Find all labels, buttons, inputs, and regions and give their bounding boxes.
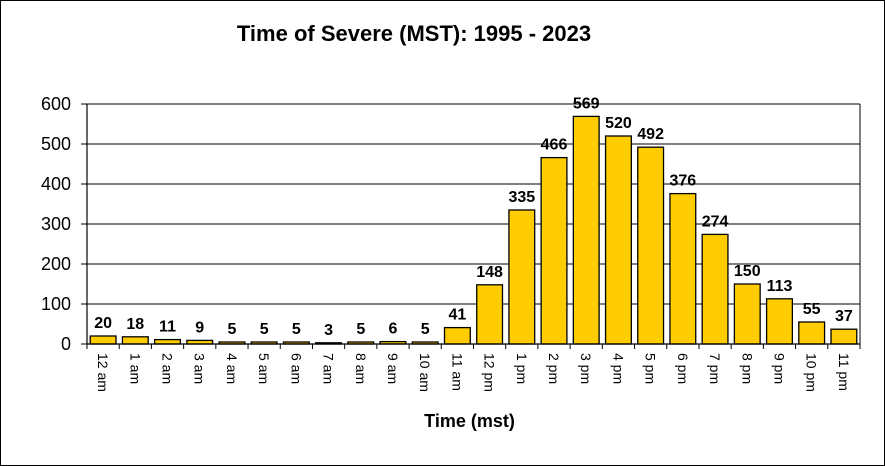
x-tick-label: 11 am	[449, 353, 465, 391]
data-label: 466	[541, 137, 568, 154]
data-label: 150	[734, 263, 761, 280]
data-label: 9	[195, 319, 204, 336]
data-label: 274	[702, 213, 729, 230]
x-tick-label: 11 pm	[836, 353, 852, 391]
y-tick-label: 600	[41, 94, 71, 114]
data-label: 55	[803, 301, 821, 318]
bar	[153, 338, 182, 345]
data-labels: 20 18 11 9 5 5 5 3 5 6 541148335466569520492376274…	[94, 95, 853, 338]
x-tick-label: 6 pm	[675, 353, 691, 384]
x-tick-label: 7 pm	[707, 353, 723, 384]
y-tick-label: 100	[41, 294, 71, 314]
data-label: 113	[767, 278, 793, 295]
x-tick-label: 8 pm	[739, 353, 755, 384]
x-tick-label: 9 pm	[771, 353, 787, 384]
x-tick-label: 1 pm	[514, 353, 530, 384]
x-tick-label: 7 am	[321, 353, 337, 384]
data-label: 335	[508, 189, 535, 206]
bar	[669, 192, 697, 345]
data-label: 520	[605, 115, 632, 132]
data-label: 5	[421, 321, 430, 338]
bar	[830, 328, 858, 345]
data-label: 3	[324, 322, 333, 339]
x-tick-label: 6 am	[288, 353, 304, 384]
data-label: 5	[227, 321, 236, 338]
y-tick-label: 300	[41, 214, 71, 234]
bar	[121, 336, 149, 345]
y-tick-label: 0	[61, 334, 71, 354]
data-label: 11	[159, 319, 176, 336]
data-label: 5	[356, 321, 365, 338]
bar	[443, 326, 471, 345]
x-tick-label: 4 am	[224, 353, 240, 384]
bar	[476, 284, 504, 345]
x-tick-label: 1 am	[127, 353, 143, 384]
x-tick-label: 10 pm	[804, 353, 820, 392]
x-tick-label: 12 am	[95, 353, 111, 392]
data-label: 18	[126, 316, 144, 333]
y-tick-label: 500	[41, 134, 71, 154]
bar	[604, 135, 632, 345]
bar	[701, 233, 729, 345]
x-tick-label: 3 am	[192, 353, 208, 384]
x-tick-label: 5 am	[256, 353, 272, 384]
y-tick-label: 400	[41, 174, 71, 194]
bars	[89, 115, 858, 345]
x-tick-label: 2 pm	[546, 353, 562, 384]
data-label: 5	[292, 321, 301, 338]
data-label: 376	[670, 173, 697, 190]
chart-title: Time of Severe (MST): 1995 - 2023	[236, 21, 592, 46]
bar	[508, 209, 536, 345]
data-label: 20	[94, 315, 112, 332]
bar	[637, 146, 665, 345]
bar	[540, 156, 568, 345]
bar	[89, 335, 117, 345]
x-tick-label: 5 pm	[643, 353, 659, 384]
bar	[733, 283, 761, 345]
x-tick-label: 4 pm	[610, 353, 626, 384]
x-tick-label: 9 am	[385, 353, 401, 384]
gridlines	[87, 103, 860, 305]
axes: 0 100 200 300 400 500 600 12 am 1 am 2 am 3 am 4 am…	[41, 94, 861, 392]
x-axis-title: Time (mst)	[424, 411, 515, 431]
bar-chart: 0 100 200 300 400 500 600 12 am 1 am 2 am 3 am 4 am…	[41, 94, 861, 392]
bar	[765, 298, 794, 345]
data-label: 6	[389, 321, 398, 338]
bar	[572, 115, 600, 345]
x-tick-label: 3 pm	[578, 353, 594, 384]
data-label: 37	[835, 308, 853, 325]
x-tick-label: 2 am	[160, 353, 176, 384]
data-label: 492	[637, 126, 664, 143]
x-tick-label: 10 am	[417, 353, 433, 392]
data-label: 5	[260, 321, 269, 338]
data-label: 569	[573, 95, 600, 112]
x-tick-label: 12 pm	[482, 353, 498, 392]
x-tick-label: 8 am	[353, 353, 369, 384]
data-label: 41	[448, 307, 466, 324]
data-label: 148	[476, 264, 503, 281]
bar	[798, 321, 826, 345]
y-tick-label: 200	[41, 254, 71, 274]
